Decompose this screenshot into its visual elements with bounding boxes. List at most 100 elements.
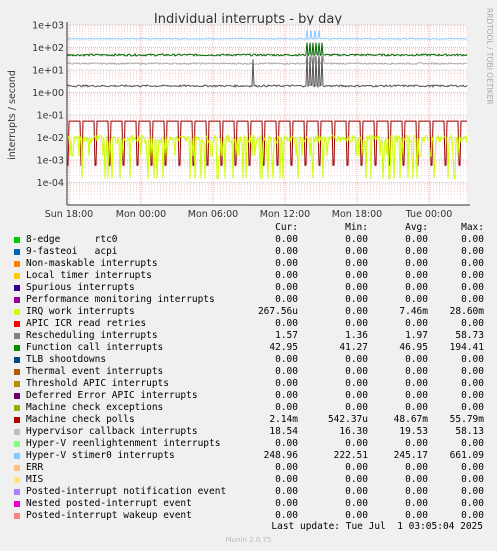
legend-header: Cur: Min: Avg: Max: <box>12 222 497 234</box>
series-line <box>66 42 468 58</box>
legend-min: 0.00 <box>345 294 368 305</box>
legend-avg: 0.00 <box>405 378 428 389</box>
legend-avg: 1.97 <box>405 330 428 341</box>
legend-series-name: Performance monitoring interrupts <box>26 294 215 305</box>
legend-cur: 0.00 <box>275 318 298 329</box>
legend-series-name: Nested posted-interrupt event <box>26 498 192 509</box>
legend-series-name: Posted-interrupt wakeup event <box>26 510 192 521</box>
legend-row: Hyper-V reenlightenment interrupts 0.00 0.… <box>12 438 497 450</box>
legend-swatch <box>14 285 20 291</box>
legend-max: 58.73 <box>455 330 484 341</box>
legend-min: 0.00 <box>345 306 368 317</box>
legend-series-name: Hyper-V stimer0 interrupts <box>26 450 175 461</box>
legend-series-name: ERR <box>26 462 44 473</box>
legend-max: 0.00 <box>461 390 484 401</box>
legend-swatch <box>14 441 20 447</box>
legend-max: 0.00 <box>461 474 484 485</box>
legend-avg: 0.00 <box>405 498 428 509</box>
legend-swatch <box>14 369 20 375</box>
series-line <box>66 30 468 40</box>
legend-avg: 0.00 <box>405 474 428 485</box>
x-tick-label: Mon 00:00 <box>116 209 166 220</box>
legend-min: 542.37u <box>327 414 368 425</box>
series-line <box>67 120 467 166</box>
legend-min: 0.00 <box>345 462 368 473</box>
legend-swatch <box>14 417 20 423</box>
legend-series-name: IRQ work interrupts <box>26 306 135 317</box>
legend-series-name: 9-fasteoi acpi <box>26 246 118 257</box>
y-tick-label: 1e-02 <box>37 133 64 144</box>
legend-avg: 0.00 <box>405 462 428 473</box>
series-line <box>66 56 468 89</box>
x-tick-label: Sun 18:00 <box>45 209 93 220</box>
legend-series-name: Function call interrupts <box>26 342 164 353</box>
legend-max: 0.00 <box>461 354 484 365</box>
legend-cur: 0.00 <box>275 246 298 257</box>
legend-max: 0.00 <box>461 498 484 509</box>
legend-row: 8-edge rtc0 0.00 0.00 0.00 0.00 <box>12 234 497 246</box>
legend-series-name: Local timer interrupts <box>26 270 152 281</box>
legend-avg: 0.00 <box>405 402 428 413</box>
legend-row: Threshold APIC interrupts 0.00 0.00 0.00 0.0… <box>12 378 497 390</box>
legend-row: Rescheduling interrupts 1.57 1.36 1.97 58.73 <box>12 330 497 342</box>
legend-max: 661.09 <box>449 450 484 461</box>
legend-max: 0.00 <box>461 462 484 473</box>
legend-row: 9-fasteoi acpi 0.00 0.00 0.00 0.00 <box>12 246 497 258</box>
munin-version: Munin 2.0.75 <box>225 536 272 544</box>
series-line <box>66 54 468 66</box>
legend-max: 0.00 <box>461 270 484 281</box>
legend-row: Deferred Error APIC interrupts 0.00 0.00 0.… <box>12 390 497 402</box>
legend-row: APIC ICR read retries 0.00 0.00 0.00 0.00 <box>12 318 497 330</box>
legend-max: 0.00 <box>461 294 484 305</box>
legend-swatch <box>14 489 20 495</box>
legend-cur: 0.00 <box>275 390 298 401</box>
last-update: Last update: Tue Jul 1 03:05:04 2025 <box>271 521 483 532</box>
legend-avg: 7.46m <box>399 306 428 317</box>
legend-min: 0.00 <box>345 282 368 293</box>
legend-max: 0.00 <box>461 378 484 389</box>
legend-row: TLB shootdowns 0.00 0.00 0.00 0.00 <box>12 354 497 366</box>
legend-cur: 0.00 <box>275 486 298 497</box>
x-tick-label: Mon 06:00 <box>188 209 238 220</box>
legend-cur: 0.00 <box>275 354 298 365</box>
legend-swatch <box>14 333 20 339</box>
legend-avg: 0.00 <box>405 270 428 281</box>
legend-min: 0.00 <box>345 378 368 389</box>
legend-cur: 0.00 <box>275 258 298 269</box>
legend-swatch <box>14 381 20 387</box>
legend-series-name: Machine check polls <box>26 414 135 425</box>
legend-cur: 267.56u <box>257 306 298 317</box>
legend-swatch <box>14 321 20 327</box>
legend-max: 194.41 <box>449 342 484 353</box>
legend-swatch <box>14 345 20 351</box>
legend-series-name: Rescheduling interrupts <box>26 330 158 341</box>
legend-cur: 0.00 <box>275 270 298 281</box>
legend-series-name: TLB shootdowns <box>26 354 107 365</box>
legend-row: Hyper-V stimer0 interrupts 248.96 222.51 24… <box>12 450 497 462</box>
legend-max: 0.00 <box>461 258 484 269</box>
legend-series-name: APIC ICR read retries <box>26 318 147 329</box>
legend-avg: 48.67m <box>393 414 428 425</box>
legend-avg: 0.00 <box>405 258 428 269</box>
legend-min: 0.00 <box>345 474 368 485</box>
legend-cur: 18.54 <box>269 426 298 437</box>
legend-max: 0.00 <box>461 318 484 329</box>
legend-swatch <box>14 429 20 435</box>
y-tick-label: 1e-01 <box>37 111 64 122</box>
legend-avg: 0.00 <box>405 486 428 497</box>
legend-avg: 0.00 <box>405 354 428 365</box>
legend-max: 58.13 <box>455 426 484 437</box>
legend-cur: 0.00 <box>275 234 298 245</box>
legend-swatch <box>14 273 20 279</box>
chart-series <box>66 30 468 180</box>
legend-rows: 8-edge rtc0 0.00 0.00 0.00 0.00 9-fasteoi acp… <box>12 234 497 522</box>
legend-cur: 1.57 <box>275 330 298 341</box>
legend-swatch <box>14 465 20 471</box>
legend-min: 0.00 <box>345 246 368 257</box>
legend-min: 0.00 <box>345 366 368 377</box>
legend-row: Machine check polls 2.14m 542.37u 48.67m 55.… <box>12 414 497 426</box>
legend-avg: 0.00 <box>405 294 428 305</box>
y-tick-label: 1e+01 <box>32 66 64 77</box>
legend-avg: 0.00 <box>405 390 428 401</box>
legend-swatch <box>14 477 20 483</box>
